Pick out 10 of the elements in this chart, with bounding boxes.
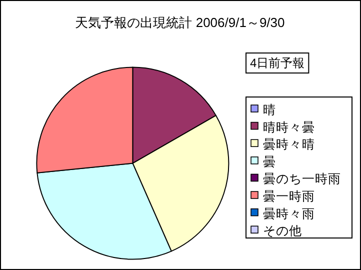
legend-label: 曇一時雨: [263, 190, 315, 204]
legend-label: 晴時々曇: [263, 120, 315, 134]
legend-label: 曇のち一時雨: [263, 172, 341, 186]
legend-label: 晴: [263, 103, 276, 117]
title: 天気予報の出現統計 2006/9/1～9/30: [75, 15, 285, 30]
annotation: 4日前予報: [246, 52, 310, 74]
legend-label: 曇時々雨: [263, 206, 315, 221]
legend-label: その他: [263, 224, 302, 238]
legend-label: 曇時々晴: [263, 138, 315, 152]
legend-label: 曇: [263, 154, 276, 169]
